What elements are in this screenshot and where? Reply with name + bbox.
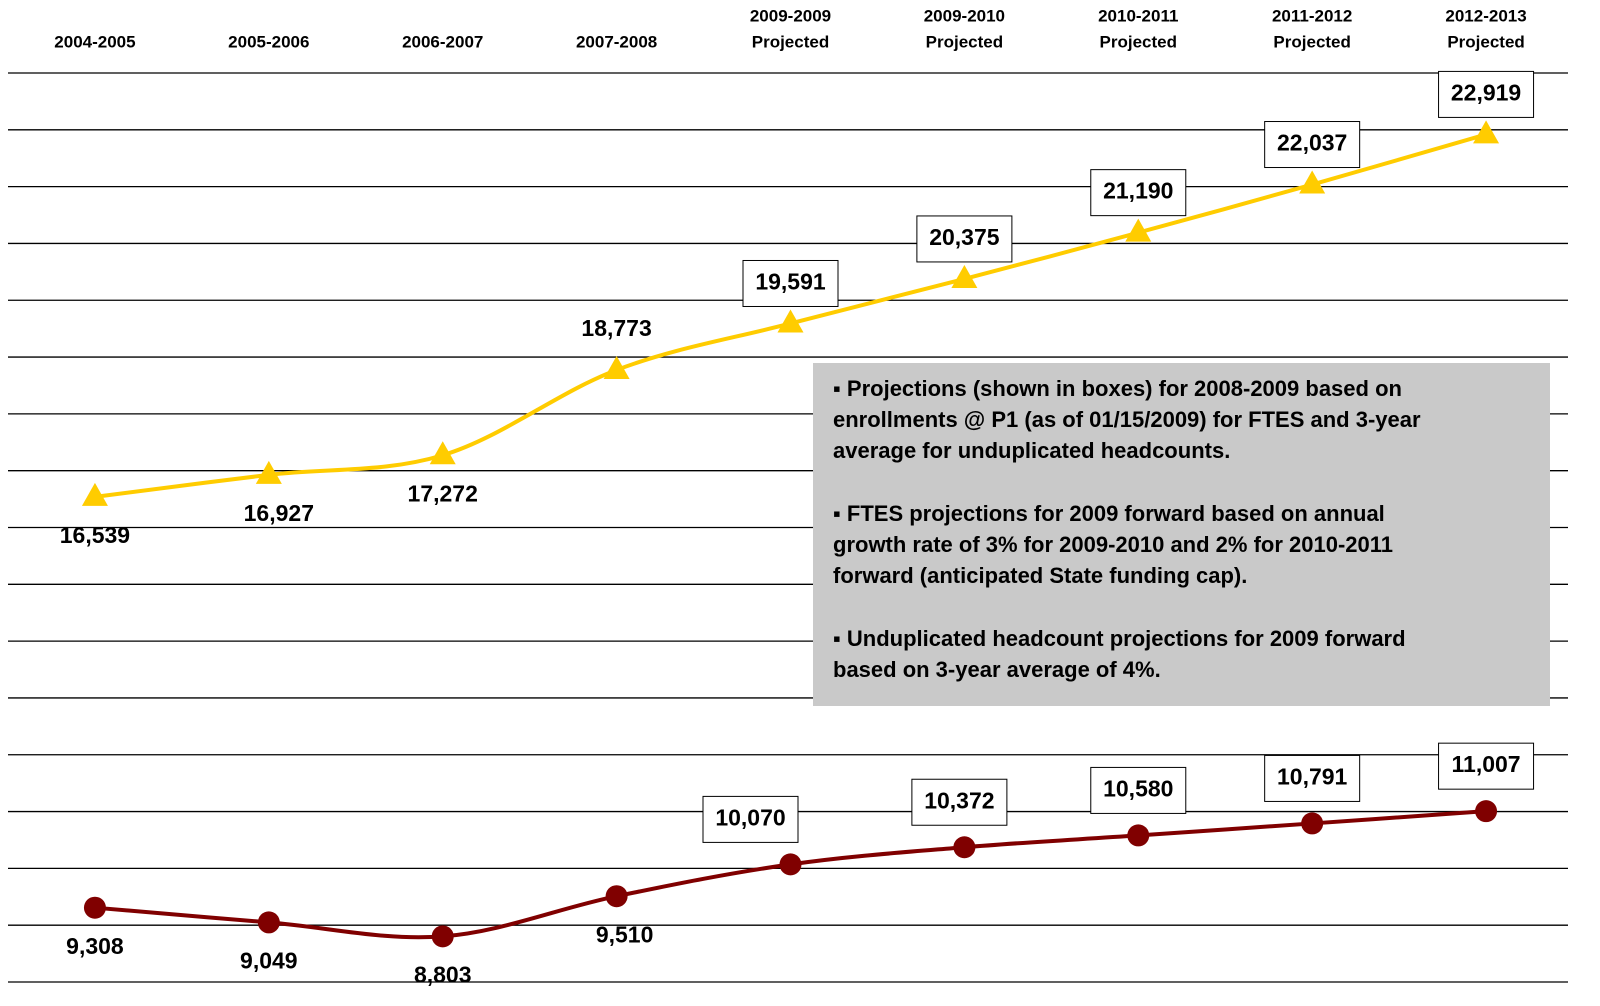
data-label: 10,070: [715, 804, 785, 830]
marker: [429, 441, 456, 465]
marker: [953, 836, 976, 859]
marker: [1475, 800, 1498, 823]
marker: [779, 853, 802, 876]
x-tick-label: Projected: [1447, 32, 1524, 51]
label-box: [702, 795, 799, 843]
annotation-text: growth rate of 3% for 2009-2010 and 2% f…: [833, 532, 1393, 557]
x-tick-label: Projected: [926, 32, 1003, 51]
data-label: 10,372: [924, 787, 994, 813]
x-tick-label: 2004-2005: [54, 32, 135, 51]
label-box: [1438, 742, 1535, 790]
x-tick-label: 2010-2011: [1098, 6, 1178, 25]
marker: [605, 885, 628, 908]
annotation-box: [813, 363, 1550, 706]
annotation-text: average for unduplicated headcounts.: [833, 438, 1230, 463]
label-box: [916, 215, 1013, 263]
marker: [83, 896, 106, 919]
data-label: 16,539: [60, 522, 130, 548]
data-label: 21,190: [1103, 178, 1173, 204]
label-box: [1090, 766, 1187, 814]
data-label: 10,580: [1103, 776, 1173, 802]
x-tick-label: Projected: [1100, 32, 1177, 51]
data-label: 22,919: [1451, 79, 1521, 105]
data-label: 8,803: [414, 961, 472, 987]
x-tick-label: 2006-2007: [402, 32, 483, 51]
marker: [603, 355, 630, 379]
x-tick-label: 2007-2008: [576, 32, 657, 51]
x-tick-label: 2009-2010: [924, 6, 1005, 25]
data-label: 10,791: [1277, 764, 1348, 790]
label-box: [1090, 169, 1187, 217]
x-tick-label: 2005-2006: [228, 32, 309, 51]
data-label: 18,773: [581, 315, 651, 341]
label-box: [742, 259, 839, 307]
data-label: 19,591: [755, 269, 826, 295]
data-label: 9,049: [240, 947, 298, 973]
annotation-text: ▪ Unduplicated headcount projections for…: [833, 626, 1406, 651]
marker: [1127, 824, 1150, 847]
marker: [1125, 218, 1152, 242]
x-tick-label: 2011-2012: [1272, 6, 1352, 25]
annotation-text: ▪ FTES projections for 2009 forward base…: [833, 501, 1385, 526]
data-label: 11,007: [1452, 751, 1521, 777]
marker: [81, 482, 108, 506]
annotation-text: forward (anticipated State funding cap).: [833, 563, 1247, 588]
marker: [431, 925, 454, 948]
marker: [257, 911, 280, 934]
annotation-text: based on 3-year average of 4%.: [833, 657, 1161, 682]
label-box: [1264, 121, 1361, 169]
data-label: 20,375: [929, 224, 1000, 250]
data-label: 9,510: [596, 921, 654, 947]
data-label: 9,308: [66, 933, 124, 959]
marker: [1473, 120, 1500, 144]
marker: [951, 264, 978, 288]
data-label: 16,927: [244, 500, 314, 526]
label-box: [1438, 70, 1535, 118]
x-tick-label: 2012-2013: [1445, 6, 1526, 25]
data-label: 22,037: [1277, 130, 1347, 156]
marker: [255, 460, 282, 484]
label-box: [911, 778, 1008, 826]
x-tick-label: 2009-2009: [750, 6, 831, 25]
marker: [1301, 812, 1324, 835]
annotation-text: enrollments @ P1 (as of 01/15/2009) for …: [833, 407, 1421, 432]
marker: [777, 309, 804, 333]
x-tick-label: Projected: [1273, 32, 1350, 51]
label-box: [1264, 754, 1361, 802]
x-tick-label: Projected: [752, 32, 829, 51]
marker: [1299, 170, 1326, 194]
data-label: 17,272: [408, 480, 478, 506]
annotation-text: ▪ Projections (shown in boxes) for 2008-…: [833, 376, 1402, 401]
